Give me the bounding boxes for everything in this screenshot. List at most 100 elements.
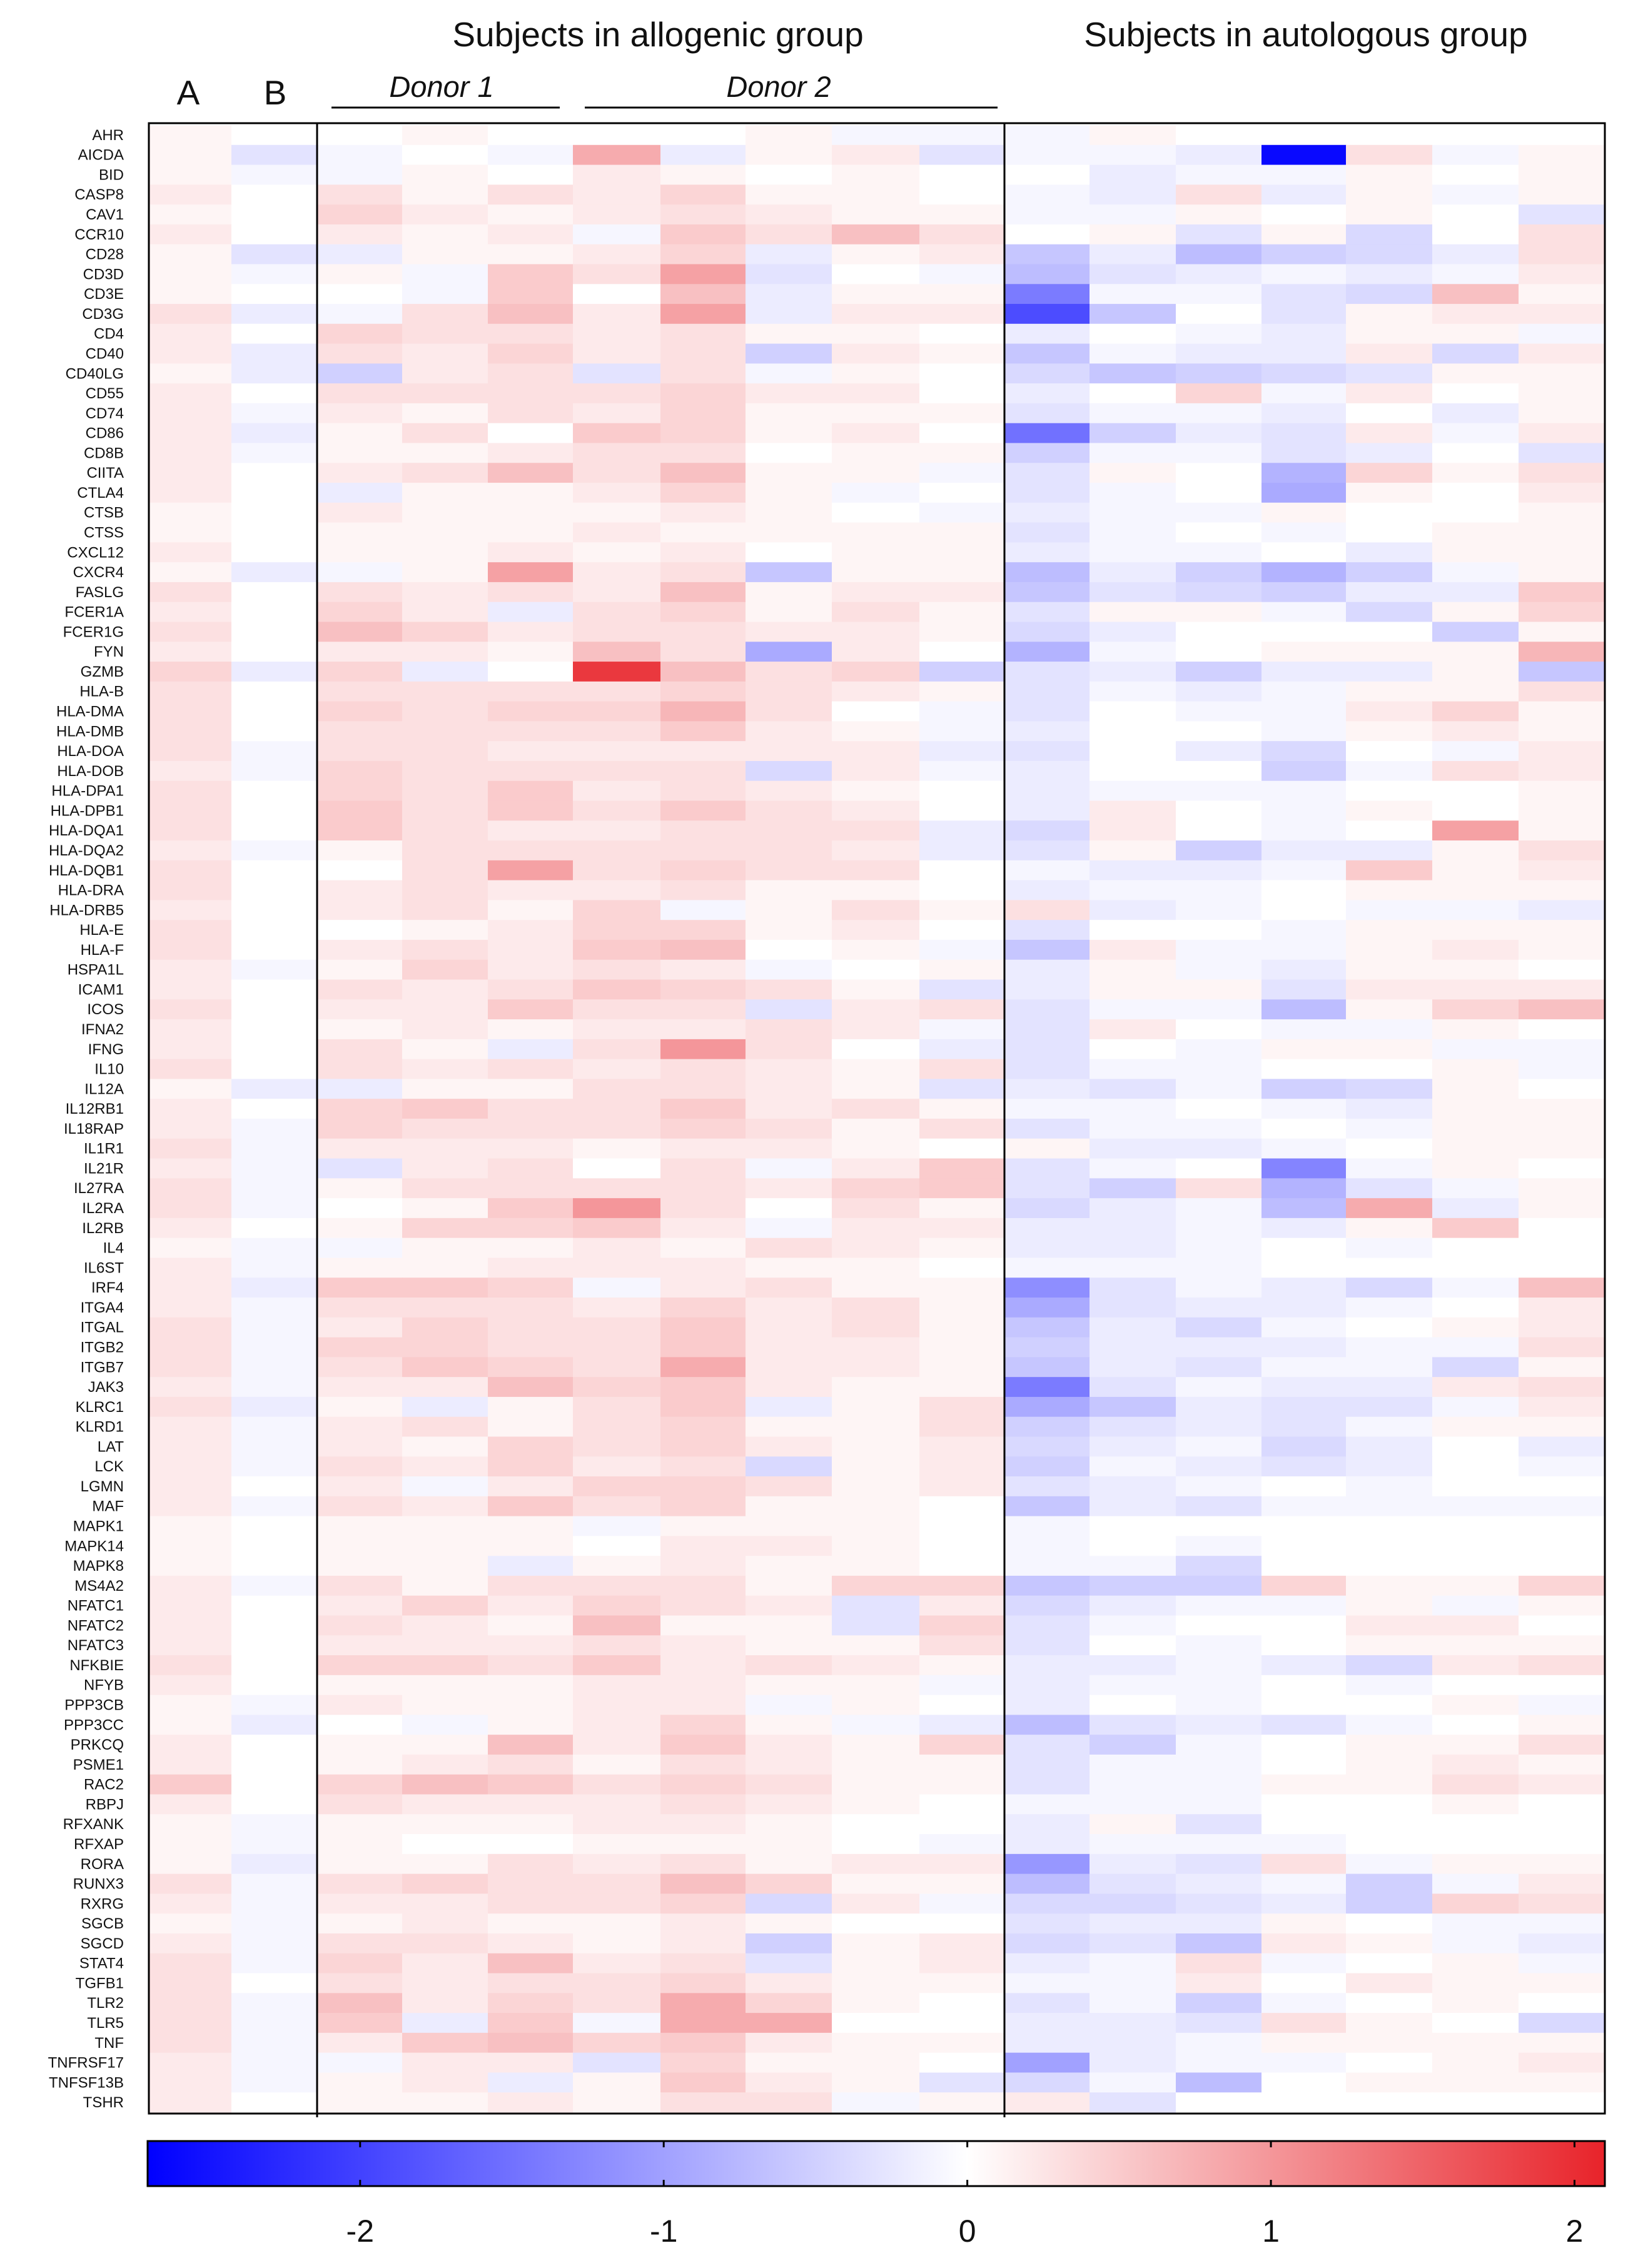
heatmap-cell [1090, 1675, 1176, 1696]
colorbar-tick-label: 1 [1262, 2214, 1280, 2249]
heatmap-cell [1176, 244, 1262, 265]
heatmap-cell [660, 144, 746, 166]
heatmap-cell [1432, 144, 1519, 166]
heatmap-cell [1519, 959, 1605, 980]
heatmap-cell [919, 840, 1005, 861]
column-label-b: B [264, 73, 287, 112]
heatmap-cell [1519, 1039, 1605, 1060]
gene-label: PPP3CB [64, 1697, 124, 1714]
heatmap-cell [317, 1079, 403, 1099]
heatmap-cell [402, 860, 488, 881]
heatmap-cell [1004, 2032, 1090, 2054]
heatmap-cell [832, 1536, 920, 1556]
heatmap-cell [660, 800, 746, 821]
heatmap-cell [1176, 1119, 1262, 1139]
heatmap-cell [1261, 1198, 1347, 1219]
heatmap-cell [231, 662, 318, 682]
heatmap-cell [1346, 1357, 1433, 1378]
heatmap-cell [1090, 1039, 1176, 1060]
heatmap-cell [317, 1436, 403, 1457]
heatmap-cell [488, 602, 574, 622]
heatmap-cell [1090, 800, 1176, 821]
heatmap-cell [402, 562, 488, 583]
heatmap-cell [1346, 562, 1433, 583]
heatmap-cell [573, 939, 661, 960]
heatmap-cell [231, 1695, 318, 1715]
heatmap-cell [149, 383, 232, 404]
heatmap-cell [746, 681, 832, 702]
heatmap-cell [919, 780, 1005, 802]
heatmap-cell [1346, 1317, 1433, 1338]
heatmap-cell [1004, 1278, 1090, 1298]
heatmap-cell [573, 840, 661, 861]
heatmap-cell [149, 1178, 232, 1199]
heatmap-cell [1519, 1377, 1605, 1398]
heatmap-cell [1004, 1933, 1090, 1954]
heatmap-cell [1090, 562, 1176, 583]
heatmap-cell [660, 602, 746, 622]
heatmap-cell [402, 1377, 488, 1398]
heatmap-cell [488, 662, 574, 682]
heatmap-cell [832, 602, 920, 622]
heatmap-cell [1432, 1317, 1519, 1338]
gene-label: NFATC1 [68, 1598, 124, 1615]
heatmap-cell [832, 1814, 920, 1835]
heatmap-cell [746, 880, 832, 900]
heatmap-cell [1090, 1099, 1176, 1119]
heatmap-cell [832, 502, 920, 523]
heatmap-cell [231, 900, 318, 920]
heatmap-cell [919, 204, 1005, 225]
heatmap-cell [919, 1993, 1005, 2013]
gene-label: CD3D [83, 266, 124, 283]
heatmap-cell [1519, 2092, 1605, 2113]
heatmap-cell [231, 1635, 318, 1656]
heatmap-cell [746, 1595, 832, 1616]
gene-label: CTSS [84, 524, 124, 541]
heatmap-cell [1261, 1933, 1347, 1954]
heatmap-cell [149, 1079, 232, 1099]
gene-label: IL2RA [82, 1200, 124, 1217]
heatmap-cell [660, 780, 746, 802]
heatmap-cell [1176, 224, 1262, 245]
heatmap-cell [573, 1695, 661, 1715]
heatmap-cell [573, 1396, 661, 1418]
gene-label: CD86 [86, 425, 124, 442]
heatmap-cell [231, 2092, 318, 2113]
heatmap-cell [1090, 820, 1176, 841]
gene-label: FYN [94, 643, 124, 660]
heatmap-cell [1004, 1198, 1090, 1219]
heatmap-cell [660, 1774, 746, 1795]
gene-label: CIITA [86, 465, 124, 481]
heatmap-cell [1090, 959, 1176, 980]
heatmap-cell [746, 562, 832, 583]
heatmap-cell [832, 1933, 920, 1954]
heatmap-cell [231, 1079, 318, 1099]
heatmap-cell [402, 1516, 488, 1536]
gene-label: CD40 [86, 345, 124, 362]
heatmap-cell [832, 860, 920, 881]
heatmap-cell [231, 1019, 318, 1040]
heatmap-cell [573, 582, 661, 603]
heatmap-cell [1004, 1039, 1090, 1060]
heatmap-cell [919, 1298, 1005, 1318]
heatmap-cell [1432, 562, 1519, 583]
heatmap-cell [660, 363, 746, 384]
heatmap-cell [1432, 1099, 1519, 1119]
heatmap-cell [231, 224, 318, 245]
heatmap-cell [488, 1059, 574, 1079]
heatmap-cell [919, 284, 1005, 305]
heatmap-cell [1176, 1735, 1262, 1755]
heatmap-cell [149, 1913, 232, 1934]
heatmap-cell [832, 1695, 920, 1715]
heatmap-cell [1176, 622, 1262, 642]
heatmap-cell [317, 1933, 403, 1954]
heatmap-cell [1519, 1893, 1605, 1914]
heatmap-cell [1004, 662, 1090, 682]
heatmap-cell [488, 1019, 574, 1040]
heatmap-cell [1346, 1119, 1433, 1139]
heatmap-cell [402, 642, 488, 662]
heatmap-cell [488, 1456, 574, 1477]
heatmap-cell [1519, 1973, 1605, 1993]
heatmap-cell [832, 1516, 920, 1536]
heatmap-cell [746, 1834, 832, 1855]
